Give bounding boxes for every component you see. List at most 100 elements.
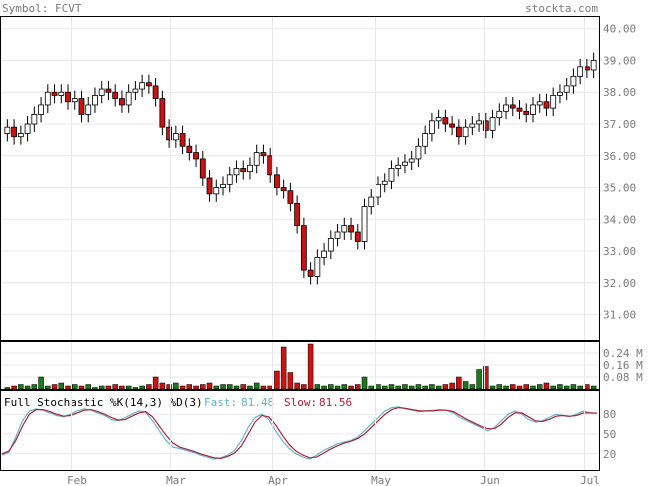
volume-bar: [557, 384, 563, 390]
stochastic-panel: Full Stochastic %K(14,3) %D(3) Fast: 81.…: [0, 390, 616, 471]
volume-bar: [328, 384, 334, 390]
volume-bar: [287, 372, 294, 390]
candle: [577, 66, 584, 77]
volume-panel: 0.24 M0.16 M0.08 M: [0, 341, 643, 390]
candle: [220, 183, 226, 188]
volume-bar: [260, 385, 267, 390]
volume-bar: [85, 384, 91, 390]
volume-bar: [267, 385, 273, 390]
stochastic-title: Full Stochastic %K(14,3) %D(3): [4, 396, 203, 409]
volume-bar: [280, 346, 287, 390]
volume-bar: [361, 376, 368, 390]
volume-bar: [469, 384, 476, 390]
price-tick-label: 37.00: [603, 118, 636, 131]
candle: [381, 180, 388, 185]
candle: [247, 164, 253, 173]
x-tick-label: Jul: [580, 474, 600, 486]
volume-bar: [233, 385, 240, 390]
volume-bar: [179, 385, 186, 390]
candle: [199, 158, 206, 179]
x-tick-label: May: [371, 474, 391, 486]
volume-bar: [65, 385, 71, 390]
volume-bar: [563, 385, 570, 390]
volume-bar: [45, 385, 51, 390]
volume-bar: [368, 385, 375, 390]
candle: [523, 110, 530, 115]
candle: [240, 168, 247, 173]
price-tick-label: 34.00: [603, 213, 636, 226]
volume-bar: [341, 384, 348, 390]
volume-bar: [442, 384, 449, 390]
candle: [476, 120, 482, 125]
candle: [489, 117, 496, 131]
volume-bar: [584, 384, 590, 390]
volume-bar: [462, 381, 469, 390]
x-axis: Feb Mar Apr May Jun Jul: [67, 17, 600, 486]
volume-bar: [112, 384, 118, 390]
volume-bar: [334, 385, 341, 390]
candle: [112, 91, 119, 99]
volume-bar: [381, 385, 388, 390]
candle: [455, 126, 462, 138]
volume-bar: [415, 384, 422, 390]
volume-bar: [456, 376, 462, 390]
slow-label: Slow:: [284, 396, 317, 409]
candle: [361, 206, 368, 242]
candle: [71, 98, 78, 103]
volume-bar: [92, 387, 98, 390]
fast-value: 81.48: [241, 396, 274, 409]
price-tick-label: 40.00: [603, 23, 636, 36]
price-panel: 40.00 39.00 38.00 37.00 36.00 35.00 34.00 33.00…: [0, 16, 636, 341]
volume-bar: [395, 385, 401, 390]
candle: [462, 126, 469, 138]
candle: [193, 152, 199, 160]
volume-bar: [186, 384, 193, 390]
volume-bar: [58, 382, 65, 390]
volume-tick-label: 0.08 M: [603, 371, 643, 384]
candle: [233, 168, 240, 176]
volume-bar: [200, 384, 206, 390]
volume-bar: [125, 385, 132, 390]
fast-label: Fast:: [204, 396, 237, 409]
candle: [213, 187, 220, 195]
volume-bar: [536, 384, 543, 390]
candle: [348, 225, 354, 233]
volume-bar: [489, 385, 496, 390]
volume-bar: [139, 385, 145, 390]
volume-bar: [247, 385, 253, 390]
fast-k-line: [1, 406, 598, 460]
price-tick-label: 36.00: [603, 150, 636, 163]
candle: [375, 183, 381, 198]
volume-bar: [422, 385, 428, 390]
volume-bar: [388, 384, 395, 390]
volume-bar: [38, 376, 44, 390]
volume-bar: [375, 384, 381, 390]
volume-bar: [294, 382, 300, 390]
volume-bar: [132, 387, 139, 390]
volume-bar: [429, 384, 435, 390]
candle: [563, 85, 570, 93]
candle: [119, 98, 125, 106]
volume-bar: [159, 382, 166, 390]
candle: [287, 190, 294, 204]
candle: [172, 133, 179, 141]
candle: [341, 225, 348, 233]
candle: [550, 95, 557, 109]
volume-bar: [173, 382, 179, 390]
symbol-label: Symbol: FCVT: [2, 2, 82, 15]
price-tick-label: 31.00: [603, 309, 636, 322]
candle: [44, 91, 51, 106]
candle: [92, 95, 98, 106]
candle: [152, 85, 159, 99]
candle: [105, 88, 112, 93]
candle: [132, 88, 139, 93]
candle: [125, 91, 132, 106]
candle: [206, 177, 213, 195]
volume-bar: [152, 376, 159, 390]
candle: [590, 60, 597, 71]
candle: [536, 101, 543, 106]
volume-bar: [253, 382, 260, 390]
candle: [85, 104, 92, 115]
volume-bar: [78, 385, 85, 390]
